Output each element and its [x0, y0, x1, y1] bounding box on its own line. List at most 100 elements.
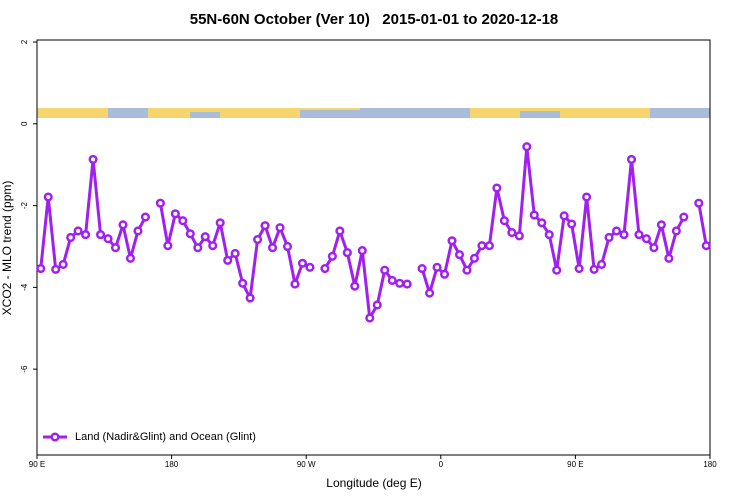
data-point [439, 269, 450, 279]
data-point [155, 198, 165, 208]
data-point [245, 293, 255, 303]
data-point [514, 231, 524, 241]
data-point [425, 288, 435, 298]
data-point [185, 229, 195, 239]
data-point [544, 230, 554, 240]
data-point [36, 264, 46, 274]
y-tick-label: -6 [20, 365, 29, 373]
data-point [365, 313, 375, 323]
data-point [432, 262, 442, 272]
y-tick-label: -4 [20, 283, 29, 291]
data-point [552, 265, 562, 275]
data-point [125, 253, 136, 263]
data-point [223, 255, 233, 265]
data-point [372, 300, 382, 310]
data-point [133, 226, 143, 236]
x-axis-label: Longitude (deg E) [326, 476, 421, 490]
data-point [305, 262, 315, 272]
x-tick-label: 180 [165, 460, 179, 469]
ocean-patch [520, 111, 560, 118]
data-point [51, 264, 61, 274]
data-point [679, 212, 689, 222]
data-point [238, 278, 248, 288]
data-point [200, 232, 210, 242]
data-point [507, 228, 517, 238]
data-point [664, 253, 674, 263]
data-point [395, 278, 405, 288]
y-tick-label: 2 [20, 39, 29, 44]
data-point [619, 230, 629, 240]
data-point [96, 230, 106, 240]
series-line [323, 229, 408, 320]
data-point [626, 154, 637, 164]
legend-label: Land (Nadir&Glint) and Ocean (Glint) [75, 431, 256, 443]
data-point [88, 154, 98, 164]
legend-marker [50, 432, 60, 442]
data-point [275, 223, 285, 233]
data-point [81, 230, 91, 240]
ocean-patch [650, 108, 710, 118]
data-point [297, 258, 308, 268]
data-point [208, 241, 218, 251]
data-point [73, 226, 83, 236]
series-line [697, 202, 708, 246]
data-point [671, 226, 681, 236]
data-point [103, 234, 113, 244]
data-point [499, 216, 509, 226]
data-point [529, 210, 539, 220]
data-point [454, 250, 465, 260]
data-point [522, 142, 532, 152]
data-point [402, 279, 412, 289]
data-point [110, 243, 121, 253]
data-point [320, 264, 330, 274]
x-tick-label: 90 W [297, 460, 316, 469]
data-point [694, 198, 704, 208]
data-point [282, 241, 293, 252]
data-point [357, 246, 367, 256]
data-point [656, 220, 666, 230]
data-point [634, 230, 644, 240]
data-point [417, 264, 427, 274]
x-tick-label: 90 E [29, 460, 45, 469]
data-point [140, 212, 150, 222]
ocean-patch [300, 110, 360, 118]
data-point [58, 259, 68, 270]
data-point [380, 265, 390, 275]
plot-frame [36, 39, 711, 456]
data-point [215, 218, 225, 228]
data-point [350, 281, 360, 291]
data-point [537, 218, 547, 228]
data-point [335, 226, 345, 236]
data-point [327, 251, 337, 261]
data-point [66, 232, 76, 243]
x-tick-label: 90 E [567, 460, 583, 469]
data-point [477, 241, 487, 251]
series-line [39, 157, 147, 271]
data-point [193, 243, 203, 253]
data-point [118, 220, 128, 230]
data-point [559, 211, 569, 221]
data-point [582, 192, 592, 202]
data-point [290, 279, 300, 289]
x-tick-label: 180 [703, 460, 717, 469]
data-point [43, 192, 53, 202]
y-tick-label: -2 [20, 201, 29, 209]
data-point [170, 209, 180, 219]
data-point [574, 264, 584, 274]
ocean-patch [190, 112, 220, 118]
data-point [469, 253, 480, 263]
data-point [260, 221, 270, 231]
data-point [641, 234, 651, 244]
data-point [268, 243, 278, 253]
ocean-patch [360, 108, 470, 118]
data-point [462, 265, 472, 275]
y-tick-label: 0 [20, 121, 29, 126]
data-point [484, 241, 494, 251]
x-tick-label: 0 [439, 460, 444, 469]
data-point [342, 248, 352, 258]
data-point [447, 236, 457, 246]
data-point [567, 219, 577, 229]
data-point [589, 264, 599, 274]
